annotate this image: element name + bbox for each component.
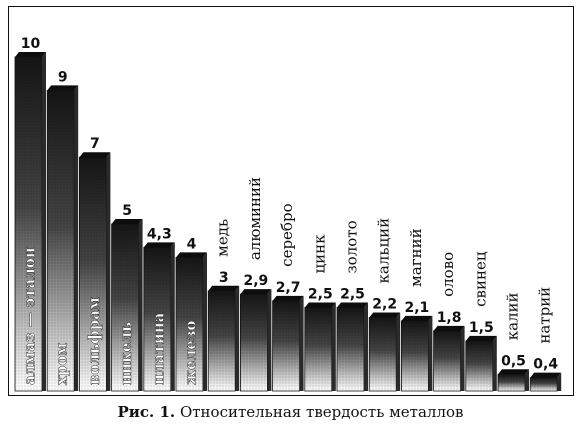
bar-texture-6 xyxy=(176,257,203,391)
value-label-12: 2,2 xyxy=(372,297,397,313)
bar-texture-8 xyxy=(240,294,268,391)
bar-texture-16 xyxy=(498,374,525,391)
category-label-15: свинец xyxy=(471,251,489,307)
category-label-16: калий xyxy=(504,292,522,340)
category-label-4: никель xyxy=(117,322,135,385)
bar-texture-1 xyxy=(15,57,42,391)
bar-texture-4 xyxy=(111,224,139,391)
category-label-7: медь xyxy=(214,219,232,257)
value-label-13: 2,1 xyxy=(404,300,429,316)
bar-cap-4 xyxy=(111,219,143,224)
bar-side-17 xyxy=(557,372,562,391)
value-label-1: 10 xyxy=(21,36,41,52)
bar-side-5 xyxy=(170,242,175,391)
value-label-9: 2,7 xyxy=(276,280,301,296)
bar-cap-2 xyxy=(47,85,79,91)
bar-texture-10 xyxy=(304,307,332,391)
bar-side-12 xyxy=(396,312,401,391)
bar-side-16 xyxy=(525,369,529,391)
bar-texture-14 xyxy=(433,330,461,391)
category-label-13: магний xyxy=(407,228,425,286)
bars-group: 10 алмаз — эталон 9 хром 7 вольфрам 5 никель 4,3… xyxy=(14,36,562,392)
bar-side-1 xyxy=(42,52,46,391)
bar-side-9 xyxy=(299,295,304,391)
bar-side-4 xyxy=(138,219,143,391)
category-label-10: цинк xyxy=(310,234,328,274)
value-label-15: 1,5 xyxy=(469,320,494,336)
bar-texture-17 xyxy=(530,377,558,391)
bar-texture-12 xyxy=(369,317,397,391)
bar-side-14 xyxy=(460,325,465,391)
value-label-5: 4,3 xyxy=(147,226,172,242)
bar-cap-13 xyxy=(401,315,433,321)
bar-texture-2 xyxy=(47,90,75,392)
bar-cap-9 xyxy=(272,295,304,301)
bar-texture-7 xyxy=(208,290,236,391)
bar-cap-14 xyxy=(433,325,465,331)
category-label-12: кальций xyxy=(375,218,393,284)
bar-side-6 xyxy=(203,252,207,391)
bar-side-8 xyxy=(267,289,272,391)
category-label-6: железо xyxy=(182,321,200,385)
category-label-14: олово xyxy=(439,252,457,297)
category-label-9: серебро xyxy=(278,203,296,266)
category-label-3: вольфрам xyxy=(85,297,103,385)
chart-frame: 10 алмаз — эталон 9 хром 7 вольфрам 5 никель 4,3… xyxy=(8,6,574,396)
value-label-17: 0,4 xyxy=(533,357,558,373)
bar-cap-16 xyxy=(498,369,529,375)
category-label-1: алмаз — эталон xyxy=(21,247,39,385)
category-label-11: золото xyxy=(343,220,361,273)
value-label-11: 2,5 xyxy=(340,287,365,303)
bar-texture-5 xyxy=(143,247,171,391)
value-label-2: 9 xyxy=(58,69,68,85)
category-label-5: платина xyxy=(149,312,167,385)
value-label-10: 2,5 xyxy=(308,287,333,303)
bar-cap-3 xyxy=(79,152,111,158)
bar-cap-7 xyxy=(208,285,240,291)
figure-caption: Рис. 1. Относительная твердость металлов xyxy=(0,403,581,421)
bar-cap-1 xyxy=(15,52,46,57)
value-label-4: 5 xyxy=(122,203,132,219)
bar-side-2 xyxy=(74,85,79,392)
bar-texture-3 xyxy=(79,157,107,391)
bar-texture-15 xyxy=(465,340,493,391)
bar-cap-15 xyxy=(465,335,497,341)
value-label-8: 2,9 xyxy=(243,273,268,289)
category-label-8: алюминий xyxy=(246,177,264,260)
value-label-14: 1,8 xyxy=(437,310,462,326)
bar-cap-17 xyxy=(530,372,562,378)
bar-texture-13 xyxy=(401,320,429,391)
category-label-2: хром xyxy=(53,343,71,385)
value-label-16: 0,5 xyxy=(501,353,526,369)
bar-texture-11 xyxy=(337,307,364,391)
category-label-17: натрий xyxy=(536,287,554,344)
bar-side-15 xyxy=(492,335,497,391)
caption-text: Относительная твердость металлов xyxy=(179,403,464,421)
bar-texture-9 xyxy=(272,300,300,391)
value-label-7: 3 xyxy=(219,270,229,286)
bar-side-3 xyxy=(106,152,111,391)
bar-side-10 xyxy=(331,302,336,391)
bar-side-13 xyxy=(428,315,433,391)
bar-cap-10 xyxy=(304,302,336,308)
bar-cap-8 xyxy=(240,289,272,295)
caption-label: Рис. 1. xyxy=(117,403,176,421)
value-label-6: 4 xyxy=(187,236,197,252)
value-label-3: 7 xyxy=(90,136,100,152)
bar-chart: 10 алмаз — эталон 9 хром 7 вольфрам 5 никель 4,3… xyxy=(14,36,562,392)
bar-cap-5 xyxy=(143,242,175,248)
bar-side-7 xyxy=(235,285,240,391)
bar-cap-6 xyxy=(176,252,207,258)
bar-cap-11 xyxy=(337,302,368,308)
bar-cap-12 xyxy=(369,312,401,318)
bar-side-11 xyxy=(364,302,368,391)
